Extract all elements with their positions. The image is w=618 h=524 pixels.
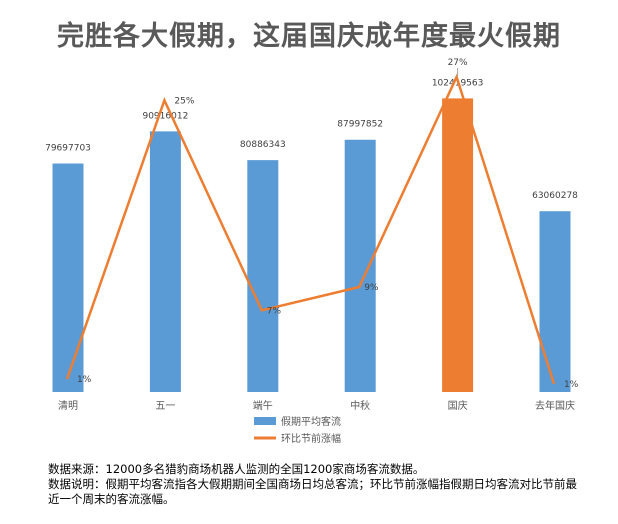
category-label-1: 五一 <box>155 401 175 412</box>
chart: 79697703 清明 90916012 五一 80886343 端午 87997852 中秋… <box>45 58 579 445</box>
category-label-3: 中秋 <box>350 399 370 412</box>
category-label-5: 去年国庆 <box>535 399 575 412</box>
bar-value-label-3: 87997852 <box>337 120 383 130</box>
bar-2 <box>247 160 279 392</box>
bar-value-label-2: 80886343 <box>240 140 286 150</box>
chart-notes: 数据来源：12000多名猎豹商场机器人监测的全国1200家商场客流数据。 数据说… <box>48 462 588 507</box>
line-value-label-0: 1% <box>77 375 92 385</box>
bar-5 <box>539 211 571 392</box>
legend-label-line: 环比节前涨幅 <box>281 432 341 445</box>
line-value-label-2: 7% <box>267 306 282 316</box>
category-label-0: 清明 <box>58 399 78 412</box>
bar-4 <box>442 98 474 393</box>
bar-value-label-0: 79697703 <box>45 144 91 154</box>
line-value-label-3: 9% <box>364 283 379 293</box>
category-label-4: 国庆 <box>448 399 468 412</box>
bar-value-label-1: 90916012 <box>142 111 188 121</box>
legend-swatch-bars <box>254 417 276 425</box>
bar-1 <box>149 131 181 393</box>
bar-value-label-5: 63060278 <box>532 191 578 201</box>
line-value-label-1: 25% <box>174 96 194 106</box>
legend-label-bars: 假期平均客流 <box>281 415 341 428</box>
bar-0 <box>52 163 84 392</box>
line-value-label-5: 1% <box>564 380 579 390</box>
category-label-2: 端午 <box>253 399 273 412</box>
bar-3 <box>344 139 376 392</box>
line-series <box>65 73 556 385</box>
chart-title: 完胜各大假期，这届国庆成年度最火假期 <box>57 21 561 52</box>
line-value-label-4: 27% <box>448 58 468 68</box>
note-source: 数据来源：12000多名猎豹商场机器人监测的全国1200家商场客流数据。 <box>48 462 425 476</box>
note-description: 数据说明：假期平均客流指各大假期期间全国商场日均总客流；环比节前涨幅指假期日均客… <box>48 477 577 506</box>
